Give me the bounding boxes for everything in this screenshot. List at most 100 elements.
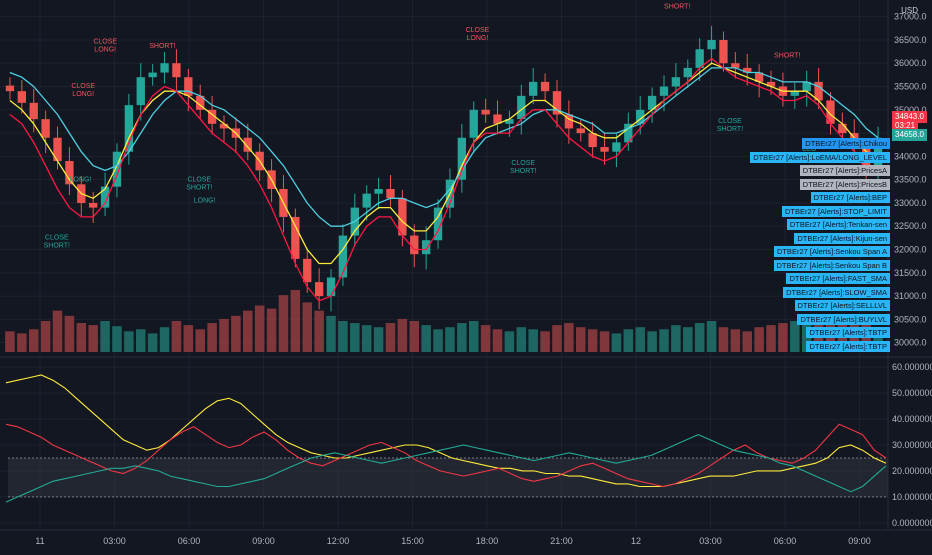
signal-label: CLOSE: [45, 235, 69, 242]
volume-bar: [635, 327, 645, 352]
volume-bar: [17, 333, 27, 352]
candle-body: [29, 102, 38, 120]
volume-bar: [552, 325, 562, 352]
signal-label: SHORT!: [44, 243, 70, 250]
volume-bar: [147, 333, 158, 352]
volume-bar: [338, 321, 348, 352]
candle-body: [410, 235, 419, 255]
signal-label: SHORT!: [149, 43, 175, 50]
volume-bar: [373, 327, 384, 352]
candle-body: [612, 142, 621, 152]
candle-body: [564, 114, 574, 129]
candle-body: [826, 100, 835, 124]
volume-bar: [136, 329, 146, 352]
volume-bar: [730, 329, 741, 352]
axes: 37000.036500.036000.035500.035000.034500…: [35, 12, 932, 546]
volume-bar: [64, 315, 75, 352]
alert-tag: DTBEr27 [Alerts]:Kijun-sen: [794, 232, 890, 244]
alert-tag: DTBEr27 [Alerts]:Senkou Span B: [773, 259, 890, 271]
alert-tag: DTBEr27 [Alerts]:Senkou Span A: [773, 246, 890, 257]
candle-body: [124, 105, 134, 152]
price-tick-label: 32500.0: [894, 221, 927, 231]
volume-bar: [754, 327, 764, 352]
volume-bar: [52, 310, 63, 352]
signal-label: CLOSE: [71, 83, 95, 90]
volume-bar: [611, 333, 622, 352]
candle-body: [338, 235, 348, 278]
volume-bar: [278, 295, 289, 352]
osc-tick-label: 20.00000000: [892, 466, 932, 476]
volume-bar: [647, 331, 657, 352]
volume-bar: [599, 331, 610, 352]
candle-body: [731, 63, 740, 68]
candle-body: [766, 81, 776, 87]
volume-bar: [516, 327, 527, 352]
time-tick-label: 18:00: [476, 536, 499, 546]
candle-body: [422, 240, 431, 255]
volume-bar: [528, 329, 538, 352]
candle-body: [517, 95, 526, 120]
candle-body: [529, 81, 538, 96]
price-tick-label: 37000.0: [894, 12, 927, 22]
ma-red-line: [9, 57, 879, 302]
time-tick-label: 03:00: [699, 536, 722, 546]
volume-bar: [76, 323, 87, 352]
volume-bar: [504, 331, 515, 352]
osc-tick-label: 40.00000000: [892, 414, 932, 424]
time-tick-label: 09:00: [252, 536, 275, 546]
time-tick-label: 09:00: [848, 536, 871, 546]
candle-body: [184, 77, 193, 96]
volume-bar: [683, 327, 693, 352]
alert-tag-list: DTBEr27 [Alerts]:Chikou DTBEr27 [Alerts]:…: [690, 138, 890, 353]
alert-tag: DTBEr27 [Alerts]:TBTP: [806, 327, 890, 338]
oscillator-band: [8, 457, 888, 498]
price-tick-label: 34000.0: [894, 151, 927, 161]
volume-bar: [314, 310, 324, 352]
volume-bar: [254, 305, 265, 352]
alert-tag: DTBEr27 [Alerts]:LoEMA/LONG_LEVEL: [750, 151, 890, 163]
candle-body: [172, 63, 181, 78]
volume-bar: [480, 325, 491, 352]
price-badge: 03:21: [892, 119, 919, 132]
price-tick-label: 35000.0: [894, 105, 927, 115]
volume-bar: [671, 325, 681, 352]
osc-tick-label: 50.00000000: [892, 388, 932, 398]
signal-label: CLOSE: [466, 27, 490, 34]
volume-bar: [623, 329, 634, 352]
time-tick-label: 06:00: [178, 536, 201, 546]
volume-bar: [587, 329, 598, 352]
alert-tag: DTBEr27 [Alerts]:BUYLVL: [797, 313, 890, 325]
volume-bar: [243, 310, 253, 352]
osc-line-0: [5, 374, 887, 488]
volume-bar: [28, 329, 39, 352]
volume-bar: [873, 327, 883, 352]
alert-tag: DTBEr27 [Alerts]:PricesB: [799, 178, 890, 190]
time-tick-label: 21:00: [550, 536, 573, 546]
alert-tag: DTBEr27 [Alerts]:SELLLVL: [794, 300, 890, 311]
osc-tick-label: 0.00000000: [892, 518, 932, 528]
candle-body: [838, 123, 847, 134]
candle-body: [588, 133, 597, 148]
price-tick-label: 32000.0: [894, 245, 927, 255]
volume-bar: [659, 329, 669, 352]
volume-bar: [385, 323, 396, 352]
volume-bar: [5, 331, 15, 352]
signal-label: LONG!: [467, 35, 489, 42]
volume-bar: [207, 323, 217, 352]
volume-bar: [302, 302, 312, 352]
candle-body: [5, 85, 15, 92]
candle-body: [219, 123, 229, 129]
candle-body: [112, 151, 122, 187]
volume-bar: [492, 329, 503, 352]
volume-bar: [778, 323, 788, 352]
candle-body: [814, 81, 823, 101]
candle-body: [647, 95, 657, 110]
candle-body: [386, 188, 395, 199]
signal-label: SHORT!: [186, 184, 212, 191]
alert-tag: DTBEr27 [Alerts]:Chikou: [802, 138, 890, 149]
candle-body: [707, 39, 716, 50]
price-tick-label: 36000.0: [894, 58, 927, 68]
candle-body: [695, 49, 704, 68]
